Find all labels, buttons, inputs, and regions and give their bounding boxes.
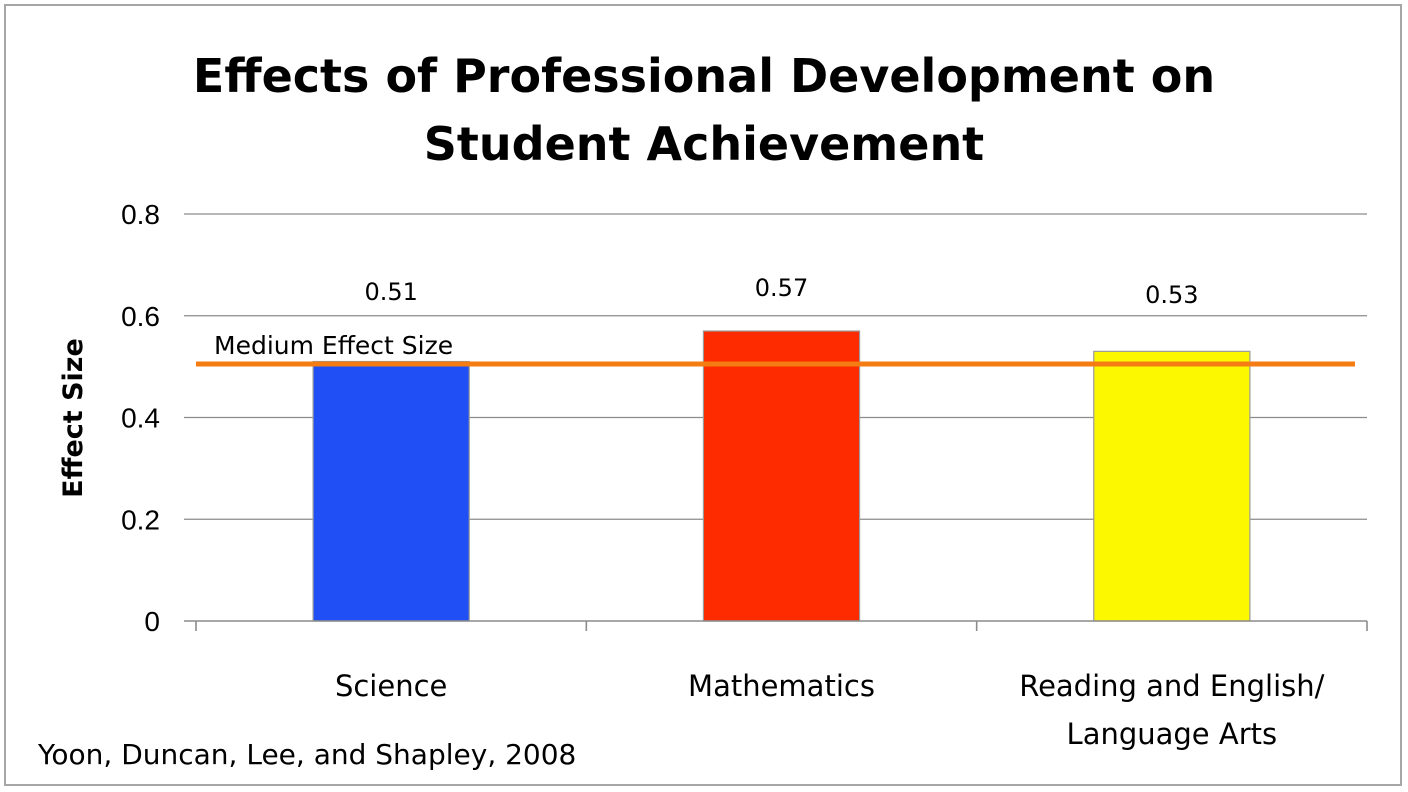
bars bbox=[312, 330, 1251, 622]
reference-line-group: Medium Effect Size bbox=[196, 331, 1355, 367]
y-tick-label: 0 bbox=[144, 606, 160, 637]
data-label: 0.51 bbox=[364, 278, 417, 306]
chart-title: Effects of Professional Development on S… bbox=[193, 49, 1215, 171]
bar bbox=[312, 360, 470, 622]
category-labels: Science Mathematics Reading and English/La… bbox=[335, 669, 1325, 751]
x-axis bbox=[184, 620, 1368, 631]
y-tick-label: 0.4 bbox=[121, 403, 160, 434]
data-label: 0.53 bbox=[1145, 281, 1198, 309]
chart-title-line-2: Student Achievement bbox=[424, 117, 984, 171]
y-tick-label: 0.6 bbox=[121, 301, 160, 332]
bar bbox=[1093, 350, 1251, 622]
reference-line-label: Medium Effect Size bbox=[214, 331, 453, 360]
y-axis-tick-labels: 0 0.2 0.4 0.6 0.8 bbox=[121, 199, 160, 637]
source-note: Yoon, Duncan, Lee, and Shapley, 2008 bbox=[37, 738, 576, 771]
y-tick-label: 0.8 bbox=[121, 199, 160, 230]
y-tick-label: 0.2 bbox=[121, 504, 160, 535]
x-tick-label: Mathematics bbox=[688, 669, 875, 703]
chart-title-line-1: Effects of Professional Development on bbox=[193, 49, 1215, 103]
x-tick-label: Language Arts bbox=[1067, 717, 1278, 751]
data-label: 0.57 bbox=[755, 274, 808, 302]
x-tick-label: Reading and English/ bbox=[1019, 669, 1324, 703]
bar bbox=[702, 330, 861, 622]
x-tick-label: Science bbox=[335, 669, 447, 703]
value-labels: 0.51 0.57 0.53 bbox=[364, 274, 1198, 309]
y-axis-label: Effect Size bbox=[58, 338, 89, 498]
